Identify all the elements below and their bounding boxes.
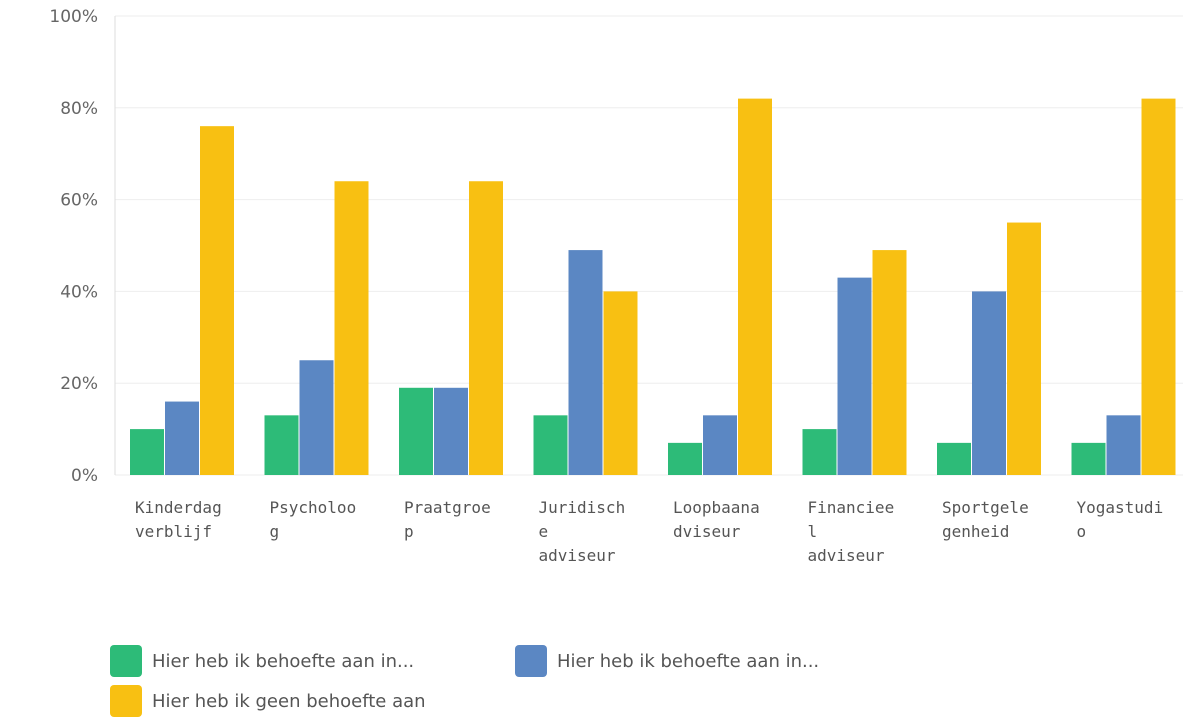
bar: [434, 387, 468, 475]
x-tick-label: Financieel adviseur: [807, 498, 895, 565]
bar: [972, 291, 1006, 475]
legend-label: Hier heb ik behoefte aan in...: [557, 650, 820, 672]
x-tick-label: Psycholoog: [269, 498, 357, 541]
bar: [738, 98, 772, 476]
legend-swatch: [515, 645, 547, 677]
x-tick-label: Kinderdagverblijf: [135, 498, 222, 541]
bar: [165, 401, 199, 475]
y-tick-label: 0%: [71, 466, 98, 486]
bar: [1106, 415, 1141, 475]
legend-label: Hier heb ik geen behoefte aan: [152, 690, 426, 712]
y-tick-label: 100%: [49, 7, 98, 27]
x-tick-label: Loopbaanadviseur: [673, 498, 760, 541]
bar: [937, 442, 971, 475]
y-tick-label: 40%: [60, 282, 98, 302]
bar: [334, 181, 369, 476]
bar: [802, 429, 837, 475]
bar: [703, 415, 737, 475]
legend-swatch: [110, 685, 142, 717]
bar: [603, 291, 638, 475]
x-tick-label: Yogastudio: [1076, 498, 1164, 541]
x-tick-label: Praatgroep: [404, 498, 491, 541]
bar: [1141, 98, 1176, 476]
bar: [299, 360, 334, 475]
legend-item: Hier heb ik behoefte aan in...: [110, 645, 414, 677]
legend-swatch: [110, 645, 142, 677]
bar: [1071, 442, 1106, 475]
y-tick-label: 60%: [60, 191, 98, 211]
x-tick-label: Sportgelegenheid: [942, 498, 1029, 541]
legend-item: Hier heb ik geen behoefte aan: [110, 685, 426, 717]
bar: [533, 415, 568, 475]
bar: [872, 250, 907, 475]
y-tick-label: 80%: [60, 99, 98, 119]
bar: [200, 126, 234, 475]
legend-label: Hier heb ik behoefte aan in...: [152, 650, 415, 672]
bar: [264, 415, 299, 475]
y-tick-label: 20%: [60, 374, 98, 394]
bar: [1007, 222, 1041, 475]
bar: [668, 442, 702, 475]
bar: [568, 250, 603, 475]
bar: [837, 277, 872, 475]
x-tick-label: Juridische adviseur: [538, 498, 626, 565]
bar: [130, 429, 164, 475]
bar: [399, 387, 433, 475]
legend-item: Hier heb ik behoefte aan in...: [515, 645, 819, 677]
bar: [469, 181, 503, 476]
